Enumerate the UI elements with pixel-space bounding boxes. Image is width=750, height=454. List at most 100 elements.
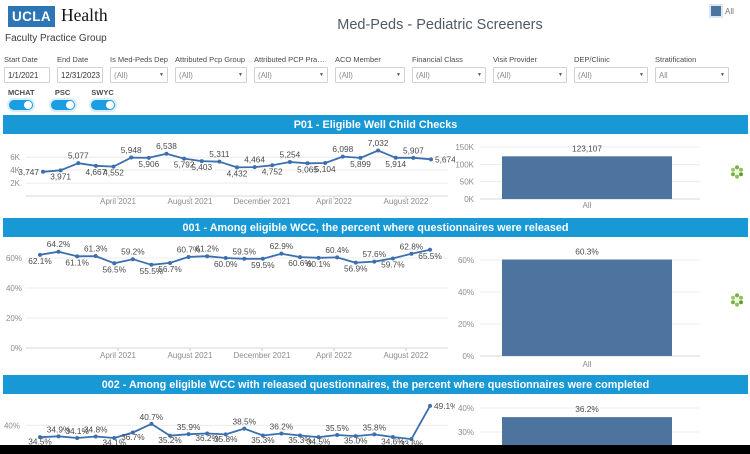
start-date-value: 1/1/2021 <box>8 70 39 80</box>
chevron-down-icon: ▼ <box>319 71 324 78</box>
svg-text:64.2%: 64.2% <box>47 240 71 249</box>
stratification-value: All <box>659 70 668 80</box>
swyc-toggle[interactable] <box>90 100 115 110</box>
green-cluster-icon[interactable] <box>729 292 745 308</box>
start-date-label: Start Date <box>4 55 38 64</box>
legend-swatch-icon[interactable] <box>711 6 721 16</box>
svg-text:5,104: 5,104 <box>315 164 336 174</box>
q001-trend-chart[interactable]: 0% 20% 40% 60% April 2021 August 2021 December… <box>0 240 455 365</box>
svg-text:55.5%: 55.5% <box>140 266 164 276</box>
svg-text:34.5%: 34.5% <box>307 437 331 447</box>
svg-text:61.3%: 61.3% <box>84 244 108 254</box>
chevron-down-icon: ▼ <box>396 71 401 78</box>
mchat-toggle[interactable] <box>9 100 34 110</box>
svg-text:35.0%: 35.0% <box>344 436 368 446</box>
chevron-down-icon: ▼ <box>477 71 482 78</box>
q002-trend-chart[interactable]: 40% 34.5% 34.9% 34.1% 34.8% 34.1% 36.7% 40.7% 35… <box>0 395 455 454</box>
stratification-filter: Stratification All ▼ <box>655 55 729 83</box>
chevron-down-icon: ▼ <box>720 71 725 78</box>
swyc-toggle-group: SWYC <box>90 88 115 110</box>
svg-text:5,403: 5,403 <box>191 162 212 172</box>
svg-text:34.1%: 34.1% <box>65 426 89 436</box>
svg-text:5,948: 5,948 <box>121 145 142 155</box>
svg-text:60%: 60% <box>6 254 22 263</box>
svg-text:All: All <box>583 201 592 210</box>
svg-text:35.8%: 35.8% <box>214 434 238 444</box>
svg-text:61.2%: 61.2% <box>195 244 219 254</box>
svg-text:6K: 6K <box>10 153 20 162</box>
svg-text:60.3%: 60.3% <box>575 247 599 257</box>
toggle-knob <box>105 101 114 109</box>
legend-all[interactable]: All <box>711 6 734 16</box>
svg-text:7,032: 7,032 <box>368 138 389 148</box>
dep-clinic-dropdown[interactable]: (All) ▼ <box>574 67 648 83</box>
toggle-knob <box>65 101 74 109</box>
stratification-label: Stratification <box>655 55 697 64</box>
filter-bar: Start Date 1/1/2021 End Date 12/31/2023 … <box>4 55 729 83</box>
svg-text:5,254: 5,254 <box>280 150 301 160</box>
svg-text:5,077: 5,077 <box>68 151 89 161</box>
svg-text:20%: 20% <box>458 320 474 329</box>
end-date-filter: End Date 12/31/2023 <box>57 55 103 83</box>
end-date-label: End Date <box>57 55 89 64</box>
is-med-peds-dep-dropdown[interactable]: (All) ▼ <box>110 67 168 83</box>
svg-text:60.6%: 60.6% <box>288 258 312 268</box>
svg-text:40%: 40% <box>4 421 20 430</box>
attributed-pcp-pract-dropdown[interactable]: (All) ▼ <box>254 67 328 83</box>
svg-text:36.2%: 36.2% <box>575 404 599 414</box>
mchat-label: MCHAT <box>8 88 35 97</box>
svg-text:5,906: 5,906 <box>138 159 159 169</box>
aco-member-filter: ACO Member (All) ▼ <box>335 55 405 83</box>
start-date-input[interactable]: 1/1/2021 <box>4 67 50 83</box>
p01-trend-chart[interactable]: 2K 4K 6K April 2021 August 2021 December 2021… <box>0 135 455 212</box>
banner-001: 001 - Among eligible WCC, the percent wh… <box>3 218 748 237</box>
svg-text:61.1%: 61.1% <box>65 257 89 267</box>
dep-clinic-filter: DEP/Clinic (All) ▼ <box>574 55 648 83</box>
svg-text:30%: 30% <box>458 428 474 437</box>
svg-text:59.2%: 59.2% <box>121 247 145 257</box>
svg-text:35.5%: 35.5% <box>325 423 349 433</box>
svg-text:0%: 0% <box>462 352 474 361</box>
stratification-dropdown[interactable]: All ▼ <box>655 67 729 83</box>
screener-toggles: MCHAT PSC SWYC <box>8 88 115 110</box>
svg-text:4,667: 4,667 <box>86 167 107 177</box>
svg-text:56.9%: 56.9% <box>344 264 368 274</box>
svg-text:August 2022: August 2022 <box>384 197 429 206</box>
svg-text:65.5%: 65.5% <box>418 251 442 261</box>
svg-text:4K: 4K <box>10 166 20 175</box>
attributed-pcp-group-dropdown[interactable]: (All) ▼ <box>175 67 247 83</box>
toggle-knob <box>24 101 33 109</box>
legend-label: All <box>725 6 734 16</box>
svg-text:5,792: 5,792 <box>174 160 195 170</box>
svg-text:5,914: 5,914 <box>385 159 406 169</box>
end-date-input[interactable]: 12/31/2023 <box>57 67 103 83</box>
svg-text:December 2021: December 2021 <box>234 351 291 360</box>
bottom-black-bar <box>0 445 750 454</box>
svg-text:December 2021: December 2021 <box>234 197 291 206</box>
end-date-value: 12/31/2023 <box>61 70 101 80</box>
psc-toggle[interactable] <box>50 100 75 110</box>
visit-provider-filter: Visit Provider (All) ▼ <box>493 55 567 83</box>
financial-class-dropdown[interactable]: (All) ▼ <box>412 67 486 83</box>
visit-provider-dropdown[interactable]: (All) ▼ <box>493 67 567 83</box>
svg-text:36.2%: 36.2% <box>195 433 219 443</box>
svg-text:5,907: 5,907 <box>403 145 424 155</box>
svg-text:6,098: 6,098 <box>332 144 353 154</box>
p01-total-bar-chart[interactable]: 0K 50K 100K 150K 123,107 All <box>455 135 750 220</box>
ucla-logo: UCLA <box>8 6 55 27</box>
q001-total-bar-chart[interactable]: 0% 20% 40% 60% 60.3% All <box>455 240 750 370</box>
svg-text:0K: 0K <box>464 195 474 204</box>
page-title: Med-Peds - Pediatric Screeners <box>337 17 543 33</box>
is-med-peds-dep-filter: Is Med-Peds Dep (All) ▼ <box>110 55 168 83</box>
aco-member-dropdown[interactable]: (All) ▼ <box>335 67 405 83</box>
start-date-filter: Start Date 1/1/2021 <box>4 55 50 83</box>
svg-text:62.1%: 62.1% <box>28 256 52 266</box>
svg-text:3,747: 3,747 <box>18 167 39 177</box>
financial-class-value: (All) <box>416 70 430 80</box>
financial-class-filter: Financial Class (All) ▼ <box>412 55 486 83</box>
is-med-peds-dep-label: Is Med-Peds Dep <box>110 55 168 64</box>
svg-text:35.2%: 35.2% <box>158 435 182 445</box>
green-cluster-icon[interactable] <box>729 164 745 180</box>
dep-clinic-label: DEP/Clinic <box>574 55 610 64</box>
attributed-pcp-pract-label: Attributed PCP Pract... <box>254 55 328 64</box>
